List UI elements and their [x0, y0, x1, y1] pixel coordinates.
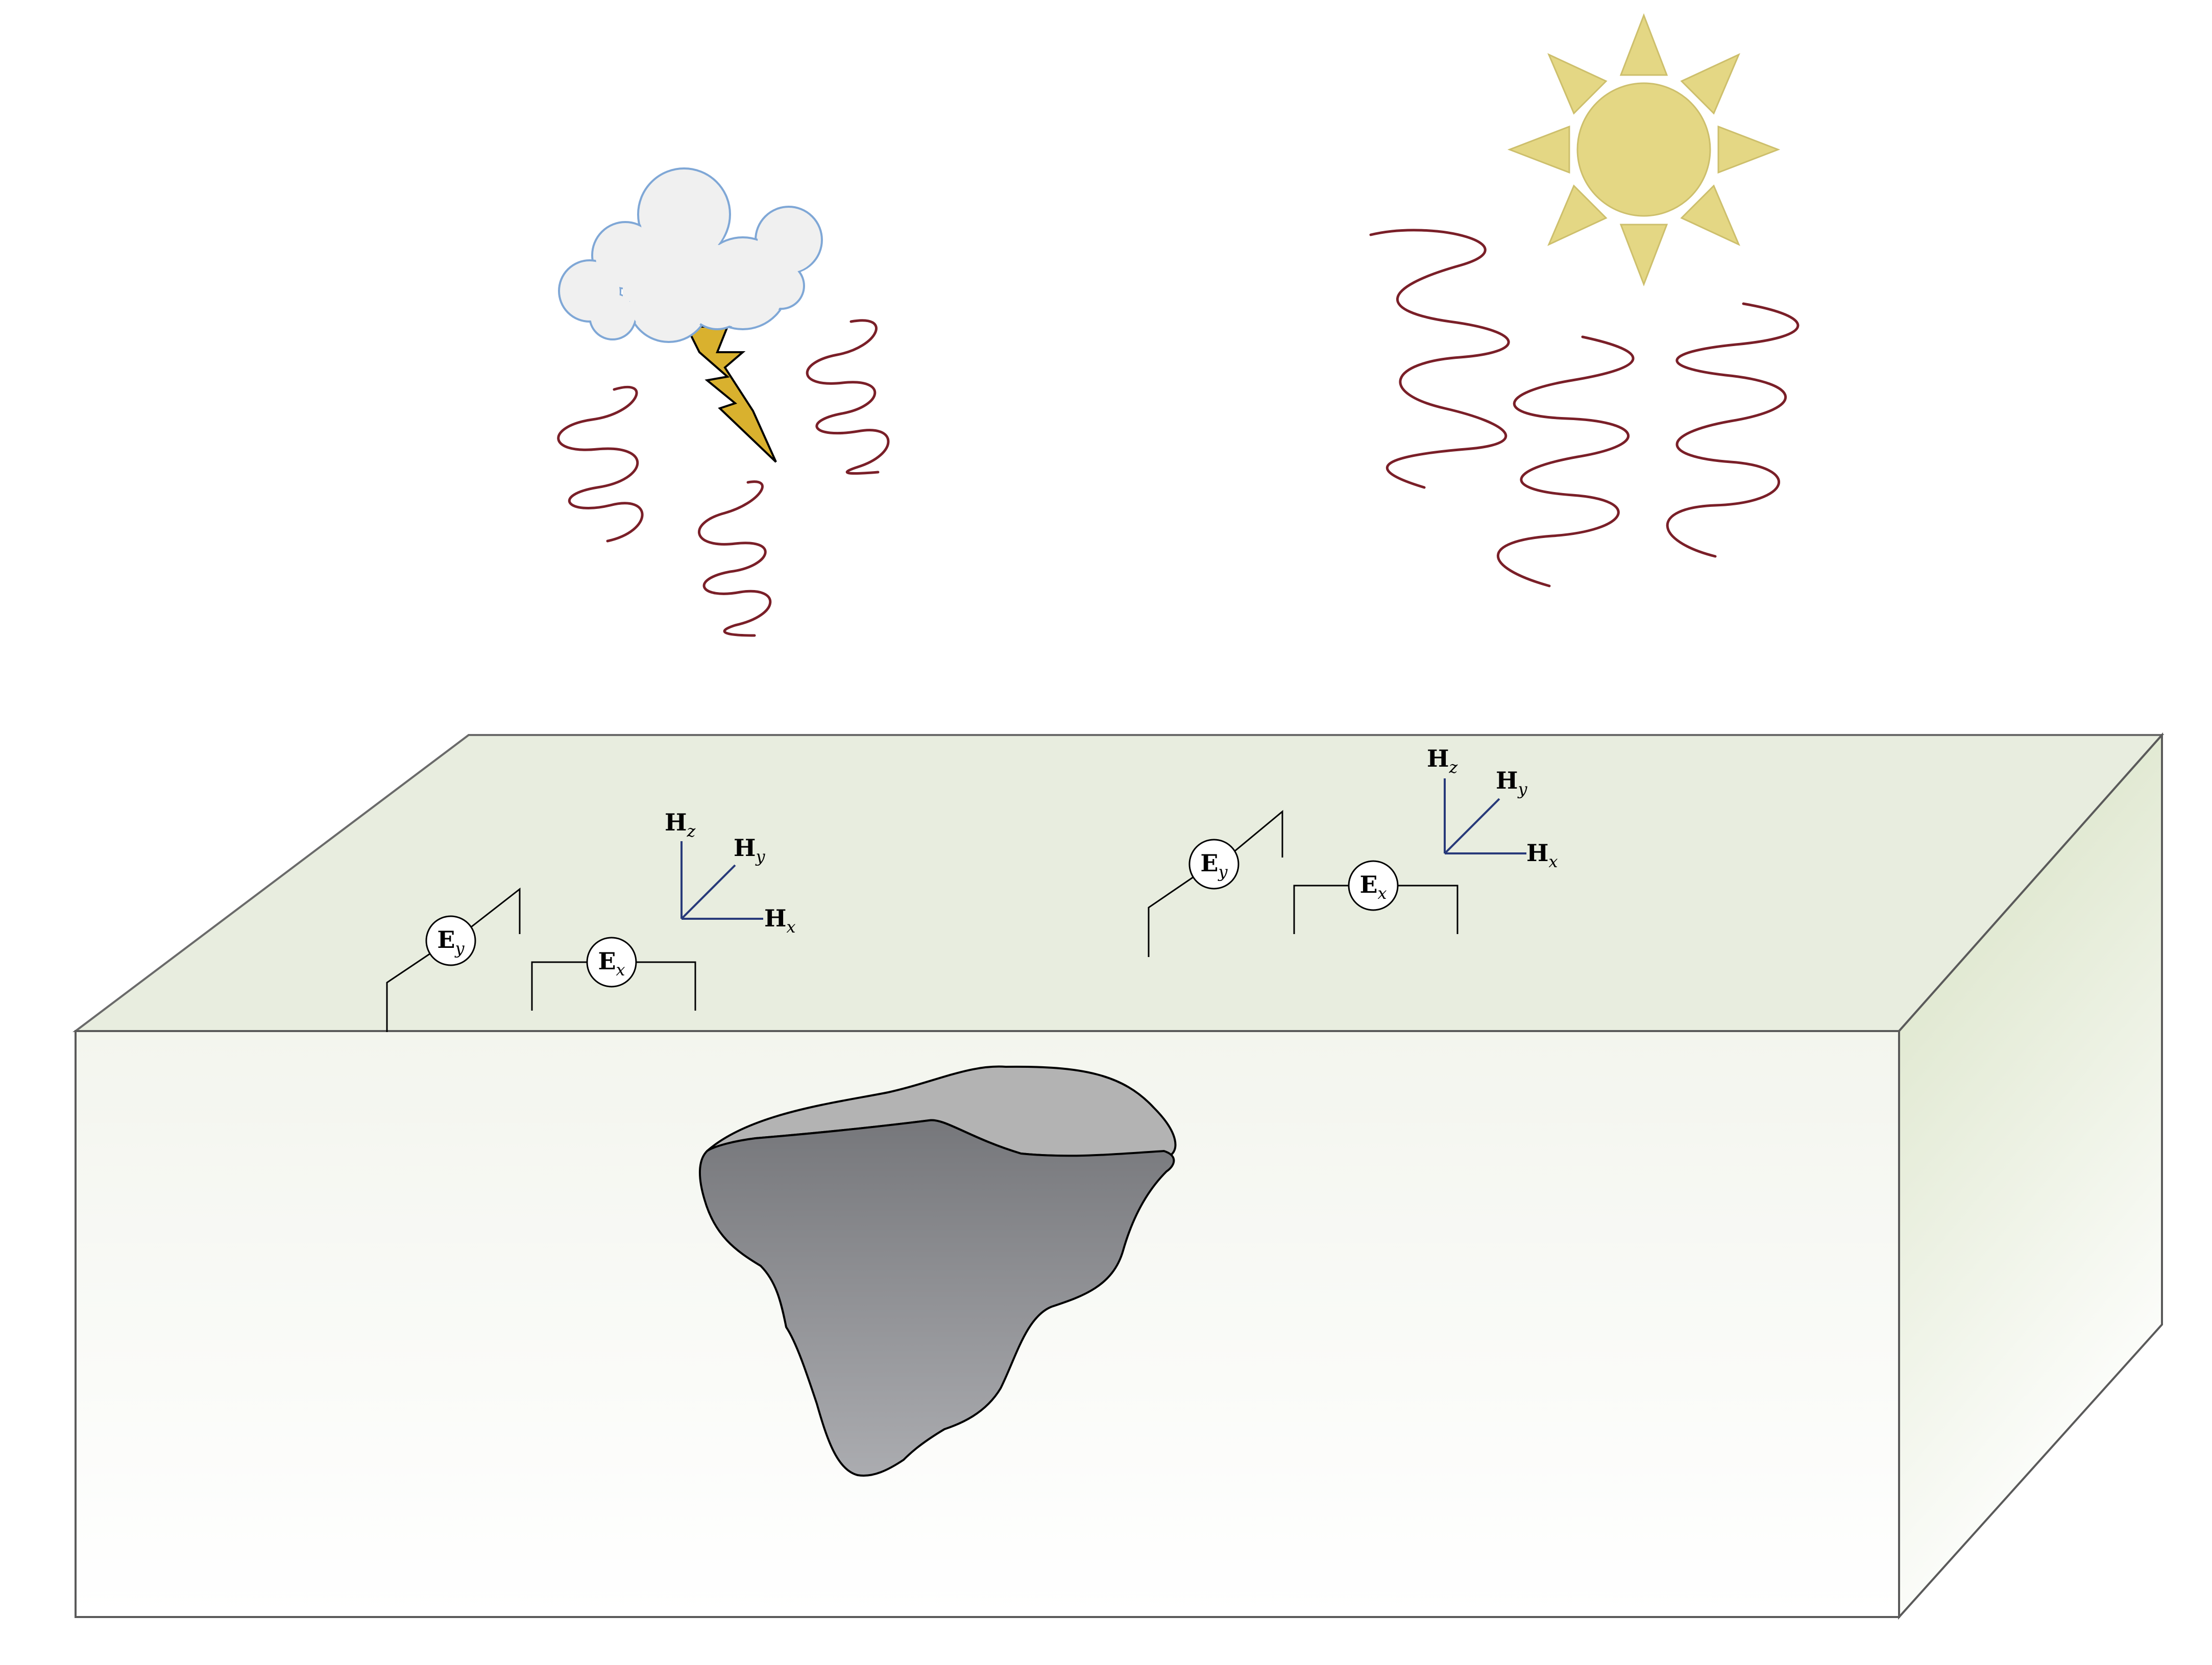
magnetic-axes: Hz Hy Hx [1427, 745, 1558, 871]
solar-source [1369, 13, 1800, 587]
ex-label: E [598, 947, 616, 975]
storm-cloud-icon [558, 167, 823, 343]
ey-wire [1148, 876, 1194, 957]
ex-sensor [1348, 860, 1399, 911]
ey-label: E [437, 926, 455, 953]
em-wave [806, 319, 890, 475]
hy-subscript: y [1517, 779, 1527, 799]
ex-subscript: x [1378, 884, 1387, 903]
ex-wire [636, 961, 696, 1011]
em-waves-lightning [557, 319, 890, 637]
em-wave [1666, 302, 1800, 558]
em-wave [557, 385, 644, 543]
ey-wire [1234, 810, 1283, 858]
svg-text:Hx: Hx [1526, 839, 1558, 871]
hy-axis [680, 864, 736, 920]
hx-label: H [1526, 839, 1548, 867]
hz-label: H [665, 809, 687, 836]
ey-wire [386, 952, 431, 1032]
earth-side-face [1898, 732, 2163, 1620]
ex-sensor [586, 937, 637, 988]
svg-text:Hx: Hx [764, 904, 796, 937]
ey-dipole: Ey [386, 887, 521, 1032]
ex-subscript: x [616, 960, 625, 980]
ey-sensor [425, 915, 476, 966]
em-wave [1497, 335, 1635, 587]
svg-text:Hz: Hz [665, 809, 696, 841]
em-wave [1369, 229, 1510, 489]
ey-label: E [1200, 849, 1218, 877]
hy-label: H [1496, 767, 1518, 794]
station-1: Ey Ex Hz Hy Hx [386, 809, 796, 1032]
hz-subscript: z [686, 821, 696, 841]
hy-label: H [734, 834, 756, 862]
svg-text:Ex: Ex [598, 947, 625, 980]
hx-subscript: x [1548, 852, 1558, 871]
magnetic-axes: Hz Hy Hx [665, 809, 796, 937]
storm-source [557, 167, 890, 637]
ey-dipole: Ey [1148, 810, 1283, 957]
sun-disc [1576, 82, 1711, 217]
ey-sensor [1188, 839, 1239, 890]
conductive-body-front [699, 1119, 1175, 1477]
em-waves-solar [1369, 229, 1800, 587]
hx-label: H [764, 904, 786, 932]
conductive-body [699, 1065, 1177, 1477]
ex-wire [1398, 885, 1459, 934]
svg-text:Ey: Ey [1200, 849, 1228, 882]
ex-dipole: Ex [531, 937, 696, 1011]
ex-label: E [1359, 871, 1377, 898]
hy-subscript: y [755, 847, 765, 866]
hx-subscript: x [786, 917, 795, 937]
ex-wire [531, 961, 587, 1011]
earth-top-face [72, 734, 2165, 1032]
hz-subscript: z [1448, 757, 1458, 777]
svg-text:Ey: Ey [437, 926, 465, 958]
svg-text:Hy: Hy [734, 834, 765, 866]
lightning-bolt-icon [685, 326, 777, 463]
ex-dipole: Ex [1293, 860, 1459, 934]
em-wave [698, 480, 772, 637]
svg-text:Hz: Hz [1427, 745, 1458, 777]
sun-icon [1507, 13, 1781, 287]
ex-wire [1293, 885, 1349, 934]
ey-subscript: y [1217, 862, 1228, 882]
hz-label: H [1427, 745, 1449, 772]
station-2: Ey Ex Hz Hy Hx [1148, 745, 1558, 957]
svg-text:Ex: Ex [1359, 871, 1387, 903]
ey-wire [471, 887, 521, 934]
ey-subscript: y [454, 939, 465, 958]
svg-text:Hy: Hy [1496, 767, 1527, 799]
hy-axis [1444, 798, 1500, 854]
